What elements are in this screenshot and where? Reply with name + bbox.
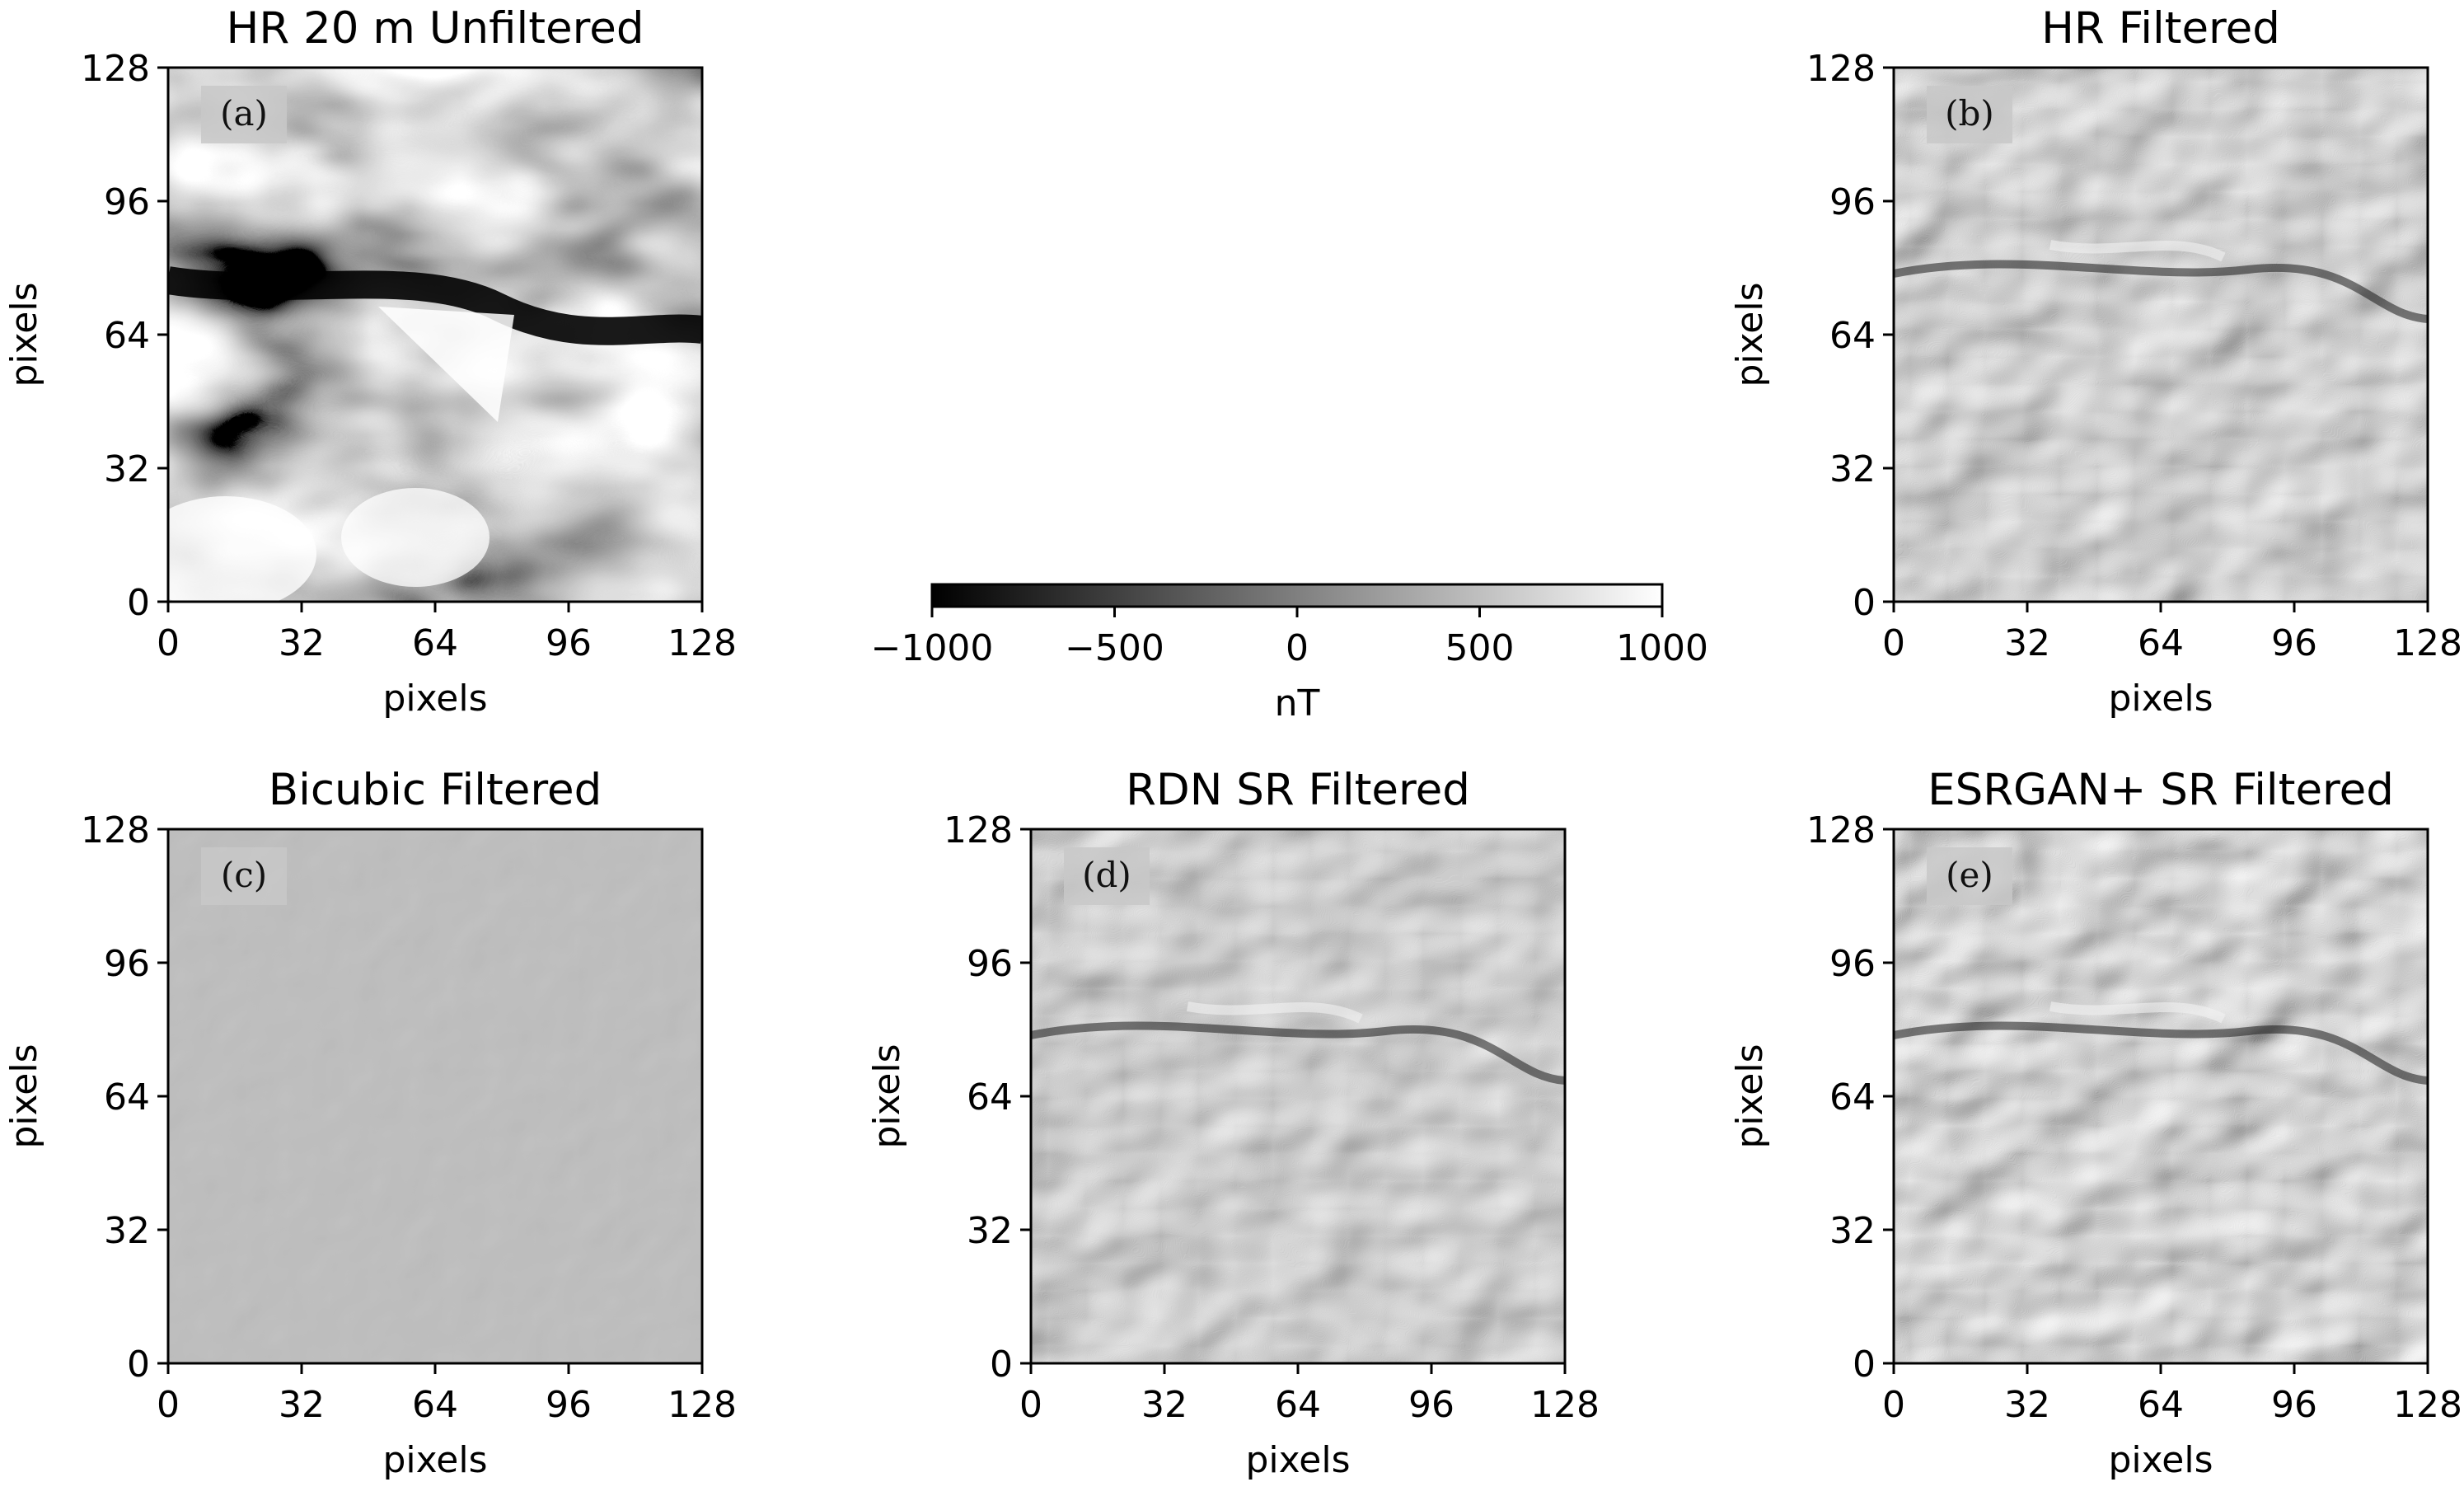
- x-tick-label: 32: [1141, 1384, 1187, 1426]
- y-tick-label: 32: [967, 1210, 1013, 1252]
- x-axis-label: pixels: [1245, 1439, 1350, 1481]
- x-tick-label: 64: [1275, 1384, 1321, 1426]
- panels-layer: (a) HR 20 m Unfiltered 0 32 64 96 128 0 32 64 96 12…: [3, 3, 2462, 1481]
- colorbar-tick-label: 0: [1286, 627, 1309, 669]
- y-tick-label: 96: [104, 943, 150, 985]
- y-tick-label: 96: [1829, 943, 1876, 985]
- y-tick-label: 0: [1853, 582, 1876, 624]
- x-tick-label: 32: [2004, 622, 2050, 664]
- y-tick-label: 96: [1829, 181, 1876, 223]
- x-tick-label: 64: [412, 622, 458, 664]
- colorbar-label: nT: [1275, 682, 1320, 725]
- x-tick-label: 64: [2138, 1384, 2184, 1426]
- y-tick-label: 0: [1853, 1344, 1876, 1386]
- panel-label-text: (c): [221, 855, 267, 895]
- panel-a: (a) HR 20 m Unfiltered 0 32 64 96 128 0 32 64 96 12…: [3, 3, 737, 720]
- y-tick-label: 0: [990, 1344, 1013, 1386]
- colorbar: −1000 −500 0 500 1000 nT: [871, 583, 1708, 725]
- panel-label-text: (b): [1945, 93, 1994, 134]
- y-axis-label: pixels: [866, 1043, 908, 1148]
- x-tick-label: 128: [2393, 1384, 2462, 1426]
- panel-label-text: (e): [1946, 855, 1993, 895]
- colorbar-tick-label: 1000: [1616, 627, 1708, 669]
- x-tick-label: 0: [1882, 622, 1905, 664]
- panel-label: (e): [1927, 847, 2012, 905]
- y-tick-label: 128: [81, 809, 150, 851]
- y-tick-label: 128: [81, 48, 150, 90]
- x-tick-label: 128: [668, 1384, 737, 1426]
- y-axis-label: pixels: [1729, 282, 1771, 387]
- x-tick-label: 0: [1882, 1384, 1905, 1426]
- panel-label-text: (a): [220, 93, 268, 134]
- panel-title: HR 20 m Unfiltered: [226, 3, 644, 54]
- y-tick-label: 128: [1806, 809, 1876, 851]
- heatmap-image: [1894, 68, 2428, 602]
- y-tick-label: 32: [1829, 448, 1876, 490]
- x-axis-label: pixels: [2108, 678, 2213, 720]
- x-tick-label: 0: [157, 622, 180, 664]
- heatmap-image: [1894, 829, 2428, 1363]
- panel-title: RDN SR Filtered: [1126, 765, 1470, 815]
- panel-c: (c)Bicubic Filtered 0 32 64 96 128 0 32 64 96 128 p…: [3, 765, 737, 1481]
- x-tick-label: 32: [279, 622, 325, 664]
- panel-label: (b): [1927, 86, 2012, 143]
- panel-label-text: (d): [1082, 855, 1131, 895]
- x-axis-label: pixels: [382, 1439, 487, 1481]
- panel-d: (d) RDN SR Filtered 0 32 64 96 128 0 32 64 96 128 pi…: [866, 765, 1600, 1481]
- y-tick-label: 96: [104, 181, 150, 223]
- x-tick-label: 128: [2393, 622, 2462, 664]
- panel-e: (e) ESRGAN+ SR Filtered 0 32 64 96 128 0 32 64 96 1…: [1729, 765, 2462, 1481]
- heatmap-image: [168, 68, 702, 602]
- y-tick-label: 32: [1829, 1210, 1876, 1252]
- x-tick-label: 96: [2271, 1384, 2317, 1426]
- x-tick-label: 96: [1408, 1384, 1455, 1426]
- y-axis-label: pixels: [3, 1043, 45, 1148]
- colorbar-gradient: [930, 583, 1664, 608]
- x-tick-label: 32: [2004, 1384, 2050, 1426]
- panel-label: (d): [1064, 847, 1150, 905]
- x-axis-label: pixels: [2108, 1439, 2213, 1481]
- panel-title: Bicubic Filtered: [269, 765, 602, 815]
- y-tick-label: 0: [127, 582, 150, 624]
- y-tick-label: 64: [104, 1076, 150, 1118]
- y-tick-label: 96: [967, 943, 1013, 985]
- y-tick-label: 128: [1806, 48, 1876, 90]
- x-tick-label: 128: [1530, 1384, 1600, 1426]
- x-tick-label: 96: [2271, 622, 2317, 664]
- colorbar-tick-label: 500: [1445, 627, 1515, 669]
- y-tick-label: 64: [967, 1076, 1013, 1118]
- y-tick-label: 64: [1829, 315, 1876, 357]
- x-tick-label: 64: [2138, 622, 2184, 664]
- colorbar-tick-label: −500: [1065, 627, 1164, 669]
- y-axis-label: pixels: [3, 282, 45, 387]
- y-axis-label: pixels: [1729, 1043, 1771, 1148]
- x-tick-label: 0: [1019, 1384, 1042, 1426]
- y-tick-label: 0: [127, 1344, 150, 1386]
- heatmap-image: [1031, 829, 1565, 1363]
- panel-label: (c): [201, 847, 287, 905]
- x-tick-label: 96: [546, 1384, 592, 1426]
- y-tick-label: 64: [1829, 1076, 1876, 1118]
- panel-label: (a): [201, 86, 287, 143]
- panel-title: ESRGAN+ SR Filtered: [1928, 765, 2394, 815]
- y-tick-label: 32: [104, 1210, 150, 1252]
- x-tick-label: 64: [412, 1384, 458, 1426]
- y-tick-label: 128: [944, 809, 1013, 851]
- heatmap-image: [168, 829, 702, 1363]
- x-axis-label: pixels: [382, 678, 487, 720]
- x-tick-label: 128: [668, 622, 737, 664]
- colorbar-tick-label: −1000: [871, 627, 994, 669]
- x-tick-label: 32: [279, 1384, 325, 1426]
- panel-title: HR Filtered: [2041, 3, 2280, 54]
- x-tick-label: 0: [157, 1384, 180, 1426]
- x-tick-label: 96: [546, 622, 592, 664]
- y-tick-label: 64: [104, 315, 150, 357]
- y-tick-label: 32: [104, 448, 150, 490]
- panel-b: (b) HR Filtered 0 32 64 96 128 0 32 64 96 128 pixels…: [1729, 3, 2462, 720]
